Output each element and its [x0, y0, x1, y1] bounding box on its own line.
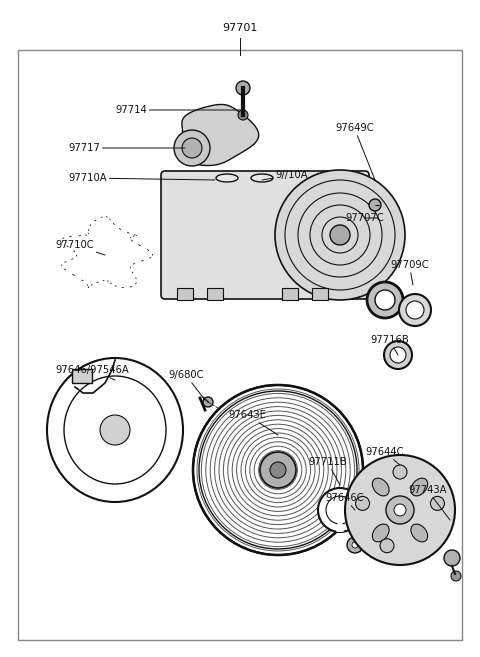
Text: 97709C: 97709C — [390, 260, 429, 285]
Circle shape — [238, 110, 248, 120]
Text: 97743A: 97743A — [408, 485, 450, 520]
Ellipse shape — [372, 524, 389, 542]
Text: 97707C: 97707C — [345, 213, 384, 223]
Text: 97646/97546A: 97646/97546A — [55, 365, 129, 380]
Circle shape — [451, 571, 461, 581]
Circle shape — [399, 294, 431, 326]
Circle shape — [236, 81, 250, 95]
Circle shape — [275, 170, 405, 300]
Circle shape — [390, 347, 406, 363]
Ellipse shape — [100, 415, 130, 445]
Ellipse shape — [216, 174, 238, 182]
Ellipse shape — [251, 174, 273, 182]
Text: 97649C: 97649C — [335, 123, 375, 180]
Text: 97717: 97717 — [68, 143, 185, 153]
Circle shape — [431, 497, 444, 510]
Circle shape — [193, 385, 363, 555]
Circle shape — [345, 455, 455, 565]
Circle shape — [182, 138, 202, 158]
Circle shape — [270, 462, 286, 478]
Ellipse shape — [64, 376, 166, 484]
Circle shape — [444, 550, 460, 566]
Text: 97714: 97714 — [115, 105, 245, 115]
Ellipse shape — [411, 524, 428, 542]
Text: 97710A: 97710A — [68, 173, 215, 183]
Wedge shape — [336, 510, 344, 532]
Bar — [282, 288, 298, 300]
Bar — [72, 369, 92, 383]
Polygon shape — [62, 217, 153, 288]
Circle shape — [369, 199, 381, 211]
Bar — [177, 288, 193, 300]
Circle shape — [203, 397, 213, 407]
Text: 97711B: 97711B — [308, 457, 347, 485]
Circle shape — [375, 290, 395, 310]
Text: 9/680C: 9/680C — [168, 370, 205, 400]
Ellipse shape — [372, 478, 389, 496]
Text: 97701: 97701 — [222, 23, 258, 33]
Ellipse shape — [47, 358, 183, 502]
Text: 97646C: 97646C — [325, 493, 364, 510]
Bar — [207, 288, 223, 300]
Circle shape — [260, 452, 296, 488]
Circle shape — [318, 488, 362, 532]
Circle shape — [393, 465, 407, 479]
Circle shape — [394, 504, 406, 516]
Bar — [312, 288, 328, 300]
Text: 97716B: 97716B — [370, 335, 409, 355]
Circle shape — [406, 301, 424, 319]
Ellipse shape — [411, 478, 428, 496]
Circle shape — [347, 537, 363, 553]
FancyBboxPatch shape — [161, 171, 369, 299]
Circle shape — [386, 496, 414, 524]
Bar — [18, 50, 462, 640]
Circle shape — [174, 130, 210, 166]
Circle shape — [330, 225, 350, 245]
Text: 9//10A: 9//10A — [262, 170, 308, 180]
Circle shape — [352, 542, 358, 548]
Circle shape — [326, 496, 354, 524]
Polygon shape — [182, 104, 259, 166]
Text: 97643E: 97643E — [228, 410, 278, 435]
Circle shape — [384, 341, 412, 369]
Circle shape — [356, 497, 370, 510]
Text: 97710C: 97710C — [55, 240, 105, 255]
Circle shape — [380, 539, 394, 553]
Text: 97644C: 97644C — [365, 447, 404, 465]
Circle shape — [367, 282, 403, 318]
